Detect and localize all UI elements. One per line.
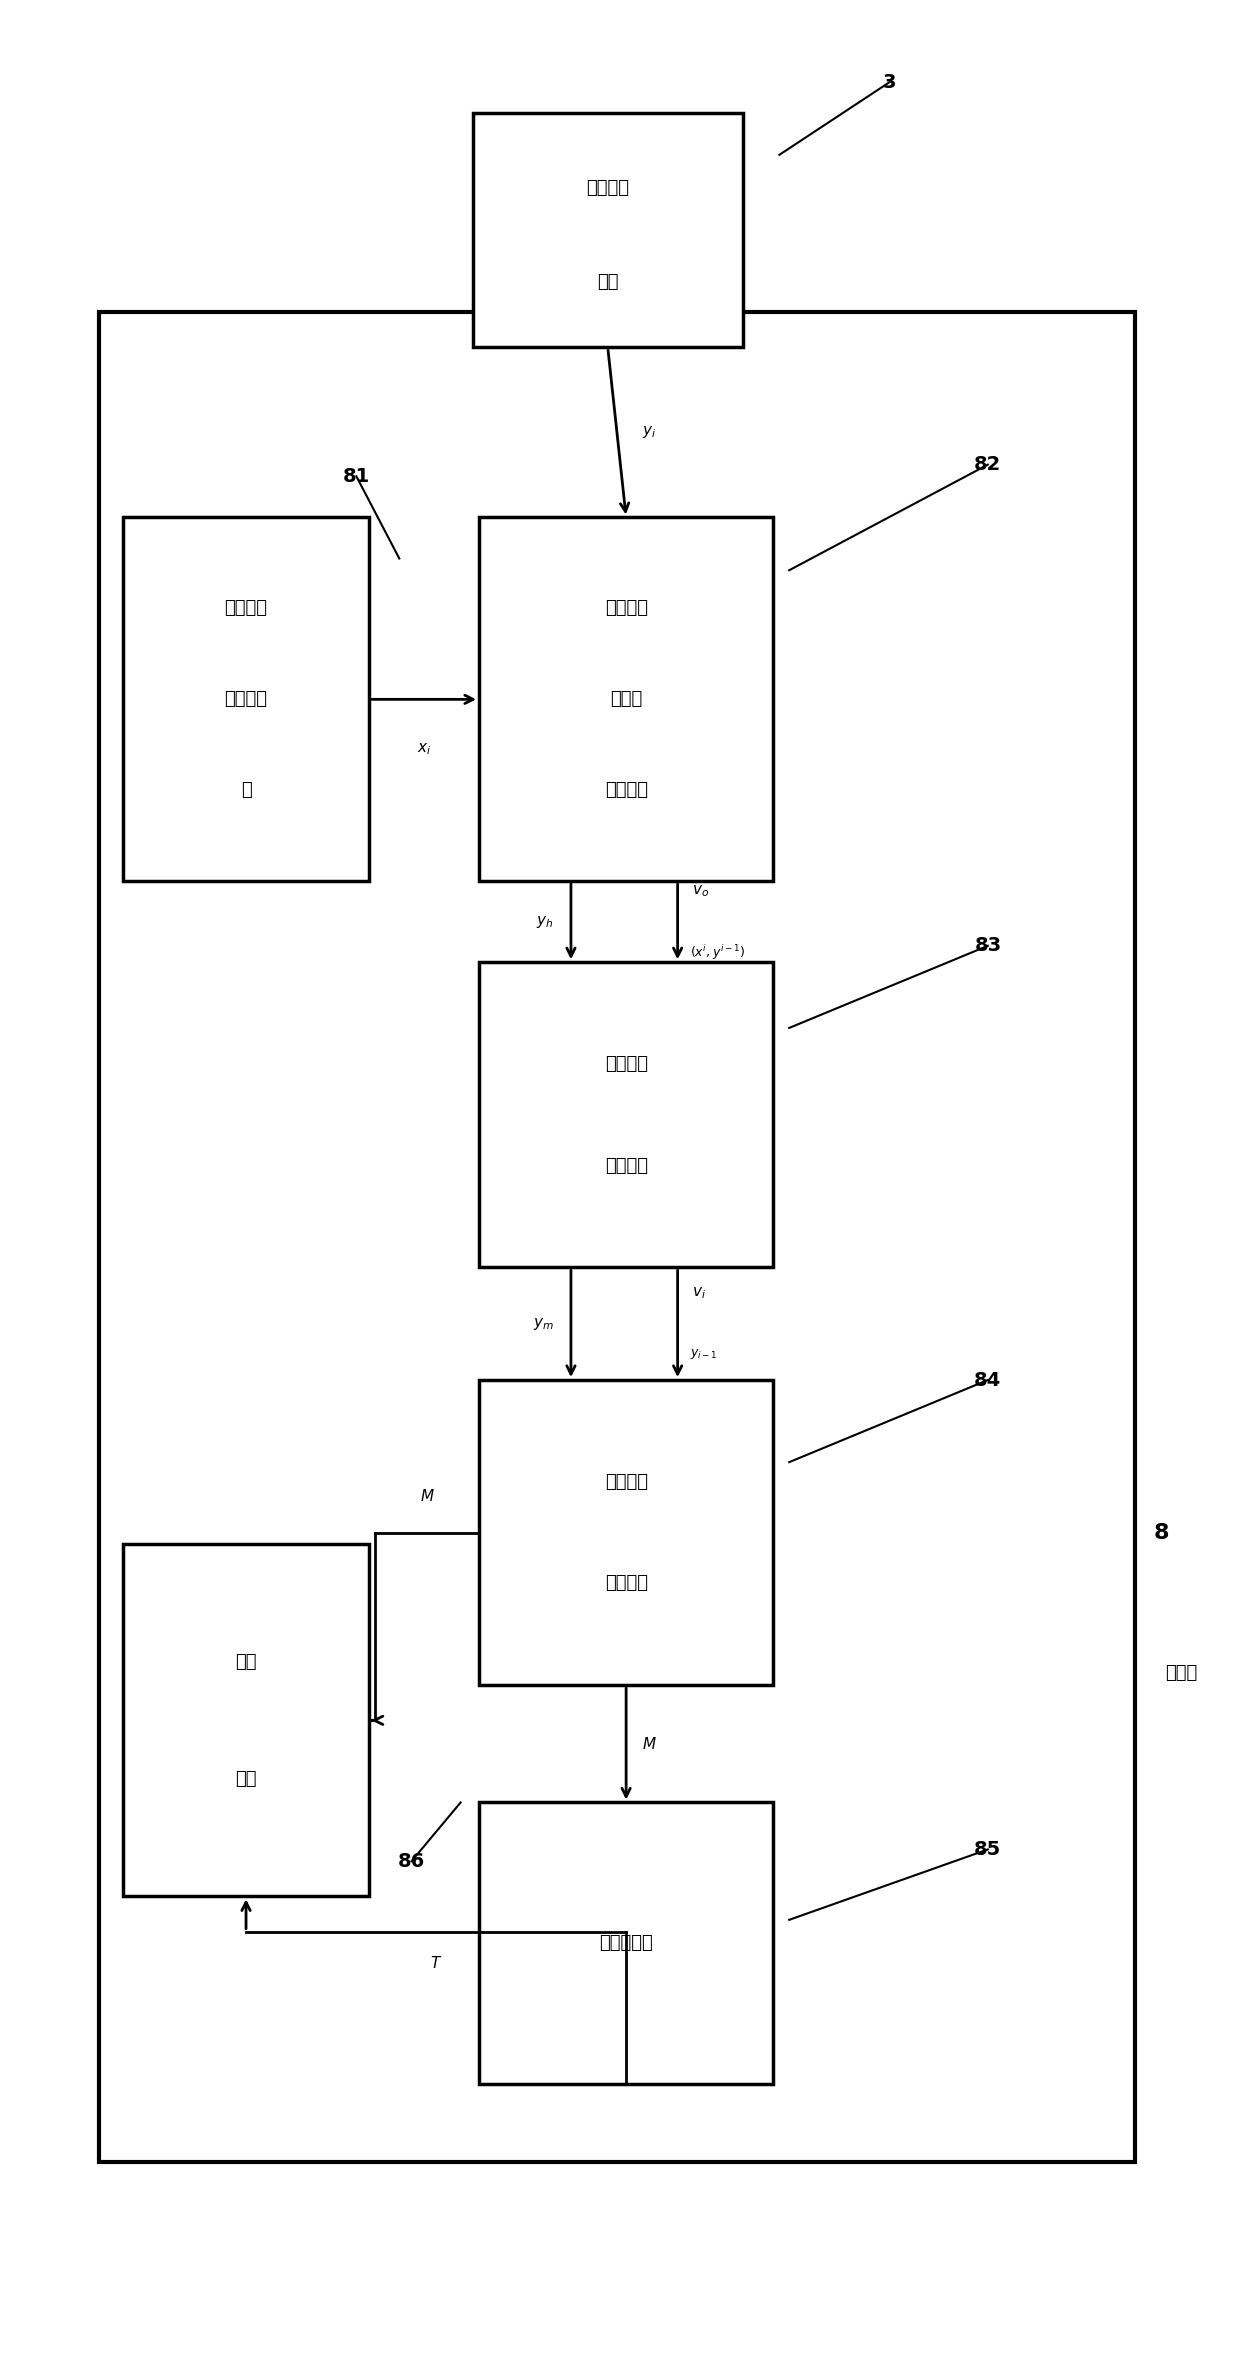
Text: 调整算法: 调整算法 [605,1575,647,1591]
Text: 电机控制器: 电机控制器 [599,1934,653,1953]
FancyBboxPatch shape [124,1544,368,1896]
Text: $M$: $M$ [419,1487,434,1504]
Text: $v_i$: $v_i$ [692,1284,707,1301]
Text: 工控机: 工控机 [1166,1665,1198,1683]
Text: 8: 8 [1153,1523,1169,1542]
Text: 人机: 人机 [236,1653,257,1672]
Text: 界面: 界面 [236,1771,257,1787]
FancyBboxPatch shape [472,113,743,347]
Text: $y_i$: $y_i$ [642,425,656,442]
Text: 定位算法: 定位算法 [605,781,647,800]
Text: $v_o$: $v_o$ [692,883,709,900]
FancyBboxPatch shape [479,517,774,881]
Text: 参数设置: 参数设置 [605,600,647,616]
Text: 图像采集: 图像采集 [587,179,629,196]
Text: 定位模板: 定位模板 [224,689,268,708]
Text: 参数设置: 参数设置 [605,1473,647,1490]
Text: $y_h$: $y_h$ [537,914,554,930]
Text: 参数设置: 参数设置 [605,1055,647,1072]
FancyBboxPatch shape [479,1801,774,2085]
Text: 85: 85 [975,1839,1002,1858]
Text: 83: 83 [975,937,1002,956]
Text: $y_m$: $y_m$ [533,1315,554,1332]
FancyBboxPatch shape [99,312,1135,2163]
FancyBboxPatch shape [479,1379,774,1686]
Text: $y_{i-1}$: $y_{i-1}$ [689,1348,718,1362]
FancyBboxPatch shape [479,963,774,1268]
Text: 自适应: 自适应 [610,689,642,708]
Text: 判断算法: 判断算法 [605,1157,647,1176]
Text: 86: 86 [398,1851,425,1870]
Text: $(x^i,y^{i-1})$: $(x^i,y^{i-1})$ [689,942,745,961]
Text: 库: 库 [241,781,252,800]
Text: 84: 84 [975,1369,1002,1391]
Text: 81: 81 [342,467,370,486]
Text: 装置: 装置 [596,272,619,290]
Text: $T$: $T$ [430,1955,443,1971]
Text: $M$: $M$ [642,1735,657,1752]
Text: 82: 82 [975,456,1002,475]
Text: 标准圆形: 标准圆形 [224,600,268,616]
Text: 3: 3 [883,73,897,92]
Text: $x_i$: $x_i$ [417,741,432,758]
FancyBboxPatch shape [124,517,368,881]
